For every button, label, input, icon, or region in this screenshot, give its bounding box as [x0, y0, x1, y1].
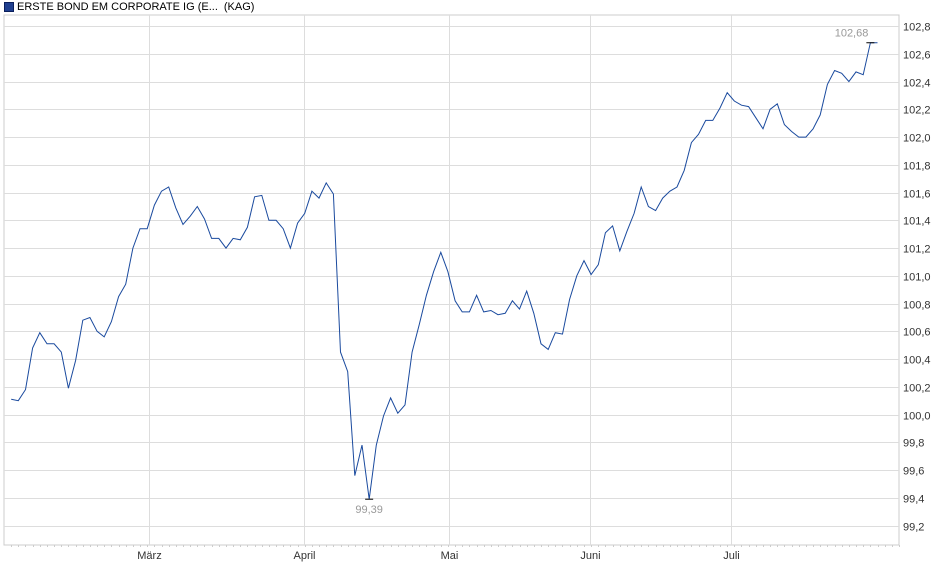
y-tick-label: 100,8: [903, 300, 931, 312]
y-tick-label: 102,4: [903, 78, 931, 90]
x-tick-label: April: [293, 550, 315, 562]
y-tick-label: 101,0: [903, 272, 931, 284]
y-tick-label: 99,8: [903, 438, 924, 450]
y-tick-label: 99,6: [903, 466, 924, 478]
y-tick-label: 102,8: [903, 22, 931, 34]
y-tick-label: 102,2: [903, 105, 931, 117]
legend-series-suffix: (KAG): [223, 1, 255, 13]
max-value-label: 102,68: [835, 28, 869, 40]
y-tick-label: 102,0: [903, 133, 931, 145]
y-tick-label: 100,0: [903, 411, 931, 423]
x-tick-label: Juni: [580, 550, 600, 562]
y-tick-label: 100,6: [903, 327, 931, 339]
y-tick-label: 100,2: [903, 383, 931, 395]
y-tick-label: 99,2: [903, 522, 924, 534]
y-tick-label: 102,6: [903, 50, 931, 62]
y-tick-label: 101,8: [903, 161, 931, 173]
y-tick-label: 99,4: [903, 494, 924, 506]
legend-series-name: ERSTE BOND EM CORPORATE IG (E...: [17, 1, 218, 13]
y-tick-label: 101,4: [903, 216, 931, 228]
chart-legend: ERSTE BOND EM CORPORATE IG (E... (KAG): [4, 0, 254, 14]
y-tick-label: 100,4: [903, 355, 931, 367]
y-tick-label: 101,6: [903, 189, 931, 201]
x-tick-label: März: [137, 550, 161, 562]
min-value-label: 99,39: [355, 504, 383, 516]
x-tick-label: Juli: [723, 550, 740, 562]
y-tick-label: 101,2: [903, 244, 931, 256]
legend-swatch-icon: [4, 2, 14, 12]
series-line: [11, 42, 878, 500]
x-tick-label: Mai: [441, 550, 459, 562]
plot-frame: [3, 14, 900, 546]
